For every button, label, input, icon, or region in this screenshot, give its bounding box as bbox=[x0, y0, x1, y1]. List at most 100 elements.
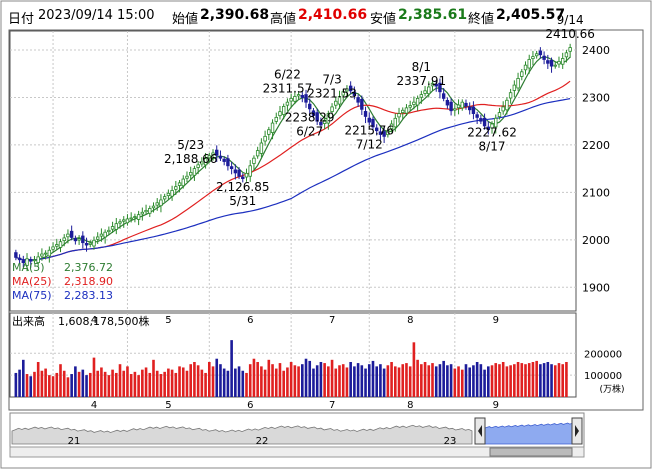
volume-bar bbox=[33, 371, 36, 397]
volume-bar bbox=[367, 364, 371, 397]
candle-body bbox=[125, 218, 130, 224]
month-labels-volume: 4 5 6 7 8 9 bbox=[91, 400, 499, 411]
candle-body bbox=[412, 101, 416, 105]
volume-bar bbox=[486, 366, 490, 397]
month-label: 5 bbox=[165, 400, 171, 411]
candle-body bbox=[267, 129, 271, 135]
candle-body bbox=[453, 108, 457, 111]
month-label: 8 bbox=[407, 315, 413, 326]
volume-bar bbox=[21, 359, 25, 397]
volume-bar bbox=[539, 364, 542, 397]
volume-bar bbox=[390, 362, 393, 397]
volume-bar bbox=[468, 367, 472, 397]
candle-body bbox=[110, 226, 115, 230]
volume-bar bbox=[427, 365, 431, 397]
candle-body bbox=[356, 97, 360, 103]
legend-ma5-value: 2,376.72 bbox=[64, 261, 113, 274]
candle-body bbox=[441, 93, 446, 99]
candle-body bbox=[285, 101, 290, 106]
y-tick-label: 2100 bbox=[582, 186, 610, 199]
annotation-value: 2311.57 bbox=[263, 82, 313, 96]
candle-body bbox=[393, 117, 398, 128]
candle-body bbox=[136, 214, 141, 220]
volume-bar bbox=[453, 368, 457, 397]
volume-bar bbox=[215, 358, 219, 397]
candle-body bbox=[315, 112, 319, 122]
volume-bar bbox=[44, 368, 47, 397]
volume-bar bbox=[408, 366, 412, 397]
annotation-date: 9/14 bbox=[557, 13, 584, 27]
volume-value: 1,608,178,500株 bbox=[58, 314, 149, 328]
candle-body bbox=[237, 169, 241, 177]
volume-bar bbox=[155, 370, 159, 397]
candle-body bbox=[401, 109, 405, 113]
navigator-history bbox=[11, 424, 473, 445]
volume-unit: (万株) bbox=[599, 383, 624, 395]
volume-bar bbox=[449, 364, 453, 397]
volume-bar bbox=[129, 374, 133, 397]
range-navigator[interactable]: 21 22 23 bbox=[9, 412, 585, 458]
volume-bar bbox=[416, 359, 419, 397]
volume-bar bbox=[271, 364, 274, 397]
candle-body bbox=[233, 169, 238, 174]
candle-body bbox=[508, 92, 513, 99]
candle-body bbox=[32, 259, 37, 262]
volume-bar bbox=[565, 362, 568, 397]
candle-body bbox=[40, 253, 44, 257]
volume-bar bbox=[330, 359, 334, 397]
annotation-value: 2337.91 bbox=[397, 74, 447, 88]
candle-body bbox=[215, 149, 219, 156]
candle-body bbox=[192, 168, 197, 176]
candle-body bbox=[334, 100, 338, 106]
volume-bar bbox=[434, 366, 438, 397]
candle-body bbox=[278, 111, 282, 117]
close-value: 2,405.57 bbox=[496, 7, 566, 23]
volume-bar bbox=[546, 362, 550, 397]
volume-bar bbox=[25, 374, 29, 397]
candle-body bbox=[289, 97, 293, 102]
month-label: 7 bbox=[329, 400, 335, 411]
candle-body bbox=[348, 85, 353, 92]
chevron-left-icon bbox=[478, 425, 482, 437]
candle-body bbox=[430, 82, 435, 87]
navigator-scroll-thumb[interactable] bbox=[489, 447, 573, 457]
candle-body bbox=[122, 219, 126, 222]
candle-body bbox=[330, 106, 334, 112]
volume-bar bbox=[315, 365, 319, 397]
volume-bar bbox=[345, 367, 349, 397]
price-header: 日付 2023/09/14 15:00 始値 2,390.68 高値 2,410… bbox=[0, 0, 653, 30]
volume-bar bbox=[274, 368, 278, 397]
volume-bar bbox=[248, 364, 252, 397]
high-value: 2,410.66 bbox=[298, 7, 368, 23]
month-label: 9 bbox=[493, 400, 499, 411]
volume-axis: 100000 200000 bbox=[584, 349, 622, 382]
volume-bar bbox=[193, 362, 196, 397]
candle-body bbox=[66, 233, 70, 238]
volume-tick-label: 100000 bbox=[584, 371, 622, 382]
candle-body bbox=[103, 231, 107, 238]
candle-body bbox=[55, 244, 59, 247]
annotation-date: 7/3 bbox=[322, 72, 341, 86]
volume-bar bbox=[379, 364, 382, 397]
candle-body bbox=[200, 161, 204, 165]
volume-bar bbox=[36, 362, 40, 397]
volume-tick-label: 200000 bbox=[584, 349, 622, 360]
candle-body bbox=[174, 186, 178, 190]
candle-body bbox=[162, 196, 167, 200]
candle-body bbox=[527, 59, 531, 69]
volume-bar bbox=[59, 364, 62, 397]
candle-body bbox=[159, 199, 163, 207]
volume-bar bbox=[141, 369, 144, 397]
volume-bar bbox=[304, 358, 308, 397]
volume-bar bbox=[222, 368, 226, 397]
candle-body bbox=[516, 78, 520, 89]
candle-body bbox=[341, 91, 345, 96]
month-label: 6 bbox=[247, 400, 253, 411]
volume-bar bbox=[475, 362, 479, 397]
candle-body bbox=[512, 84, 517, 91]
navigator-scrollbar[interactable] bbox=[9, 446, 585, 458]
high-label: 高値 bbox=[270, 12, 297, 27]
volume-bar bbox=[557, 363, 561, 397]
candle-body bbox=[107, 229, 111, 233]
